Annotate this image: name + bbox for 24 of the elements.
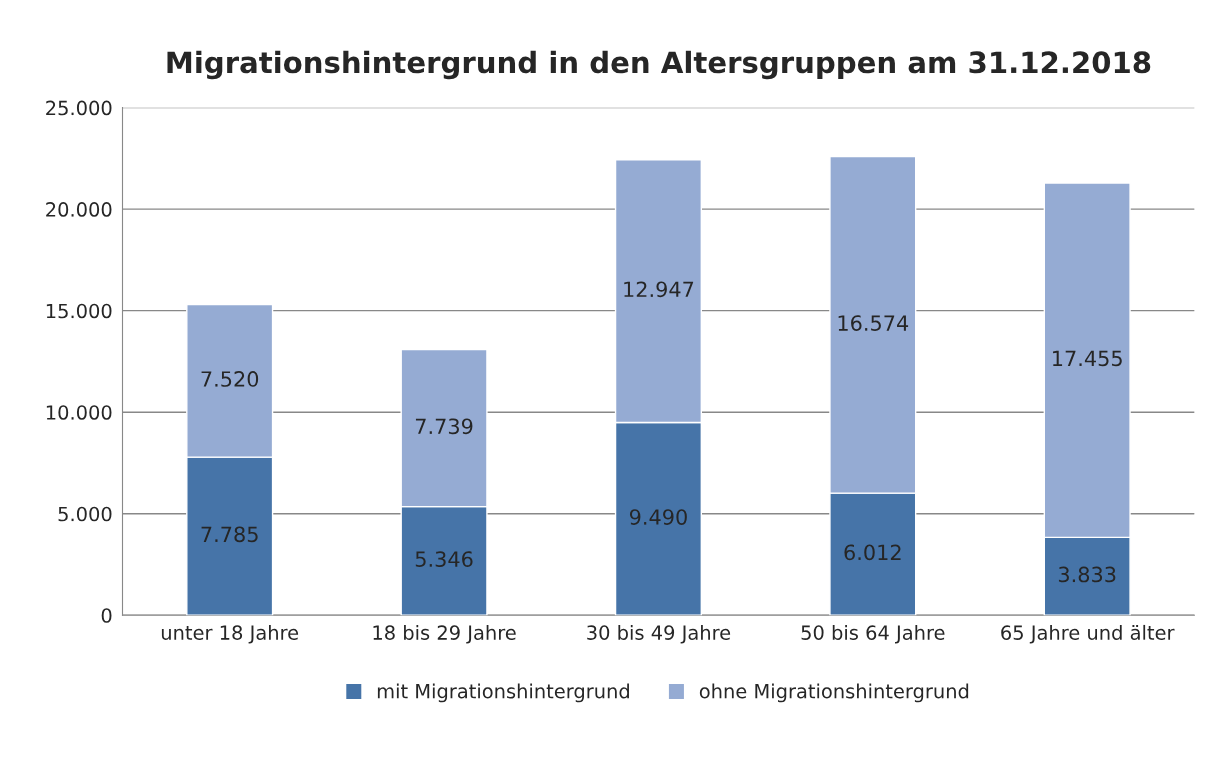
data-label: 17.455 [1053, 350, 1122, 367]
y-tick-label: 10.000 [46, 405, 112, 420]
legend-label: ohne Migrationshintergrund [699, 683, 969, 703]
y-tick-label: 0 [101, 608, 112, 623]
legend-label: mit Migrationshintergrund [377, 683, 629, 703]
data-label: 9.490 [629, 509, 687, 525]
data-label: 3.833 [1058, 566, 1116, 583]
y-tick-label: 20.000 [46, 202, 112, 217]
x-tick-label: 30 bis 49 Jahre [587, 624, 731, 644]
data-label: 7.785 [201, 526, 258, 543]
data-label: 16.574 [838, 315, 909, 331]
data-label: 12.947 [624, 281, 694, 298]
x-tick-label: 65 Jahre und älter [1001, 624, 1175, 644]
x-tick-label: 18 bis 29 Jahre [373, 624, 516, 644]
data-label: 6.012 [844, 544, 901, 561]
y-tick-label: 25.000 [46, 100, 112, 116]
y-tick-label: 5.000 [58, 506, 112, 522]
x-tick-label: unter 18 Jahre [161, 624, 299, 644]
data-label: 5.346 [415, 551, 473, 567]
chart-title: Migrationshintergrund in den Altersgruppen am 31.12.2018 [167, 50, 1151, 80]
y-tick-label: 15.000 [46, 303, 112, 319]
x-tick-label: 50 bis 64 Jahre [801, 624, 945, 644]
data-label: 7.739 [415, 418, 473, 435]
data-label: 7.520 [201, 371, 259, 387]
